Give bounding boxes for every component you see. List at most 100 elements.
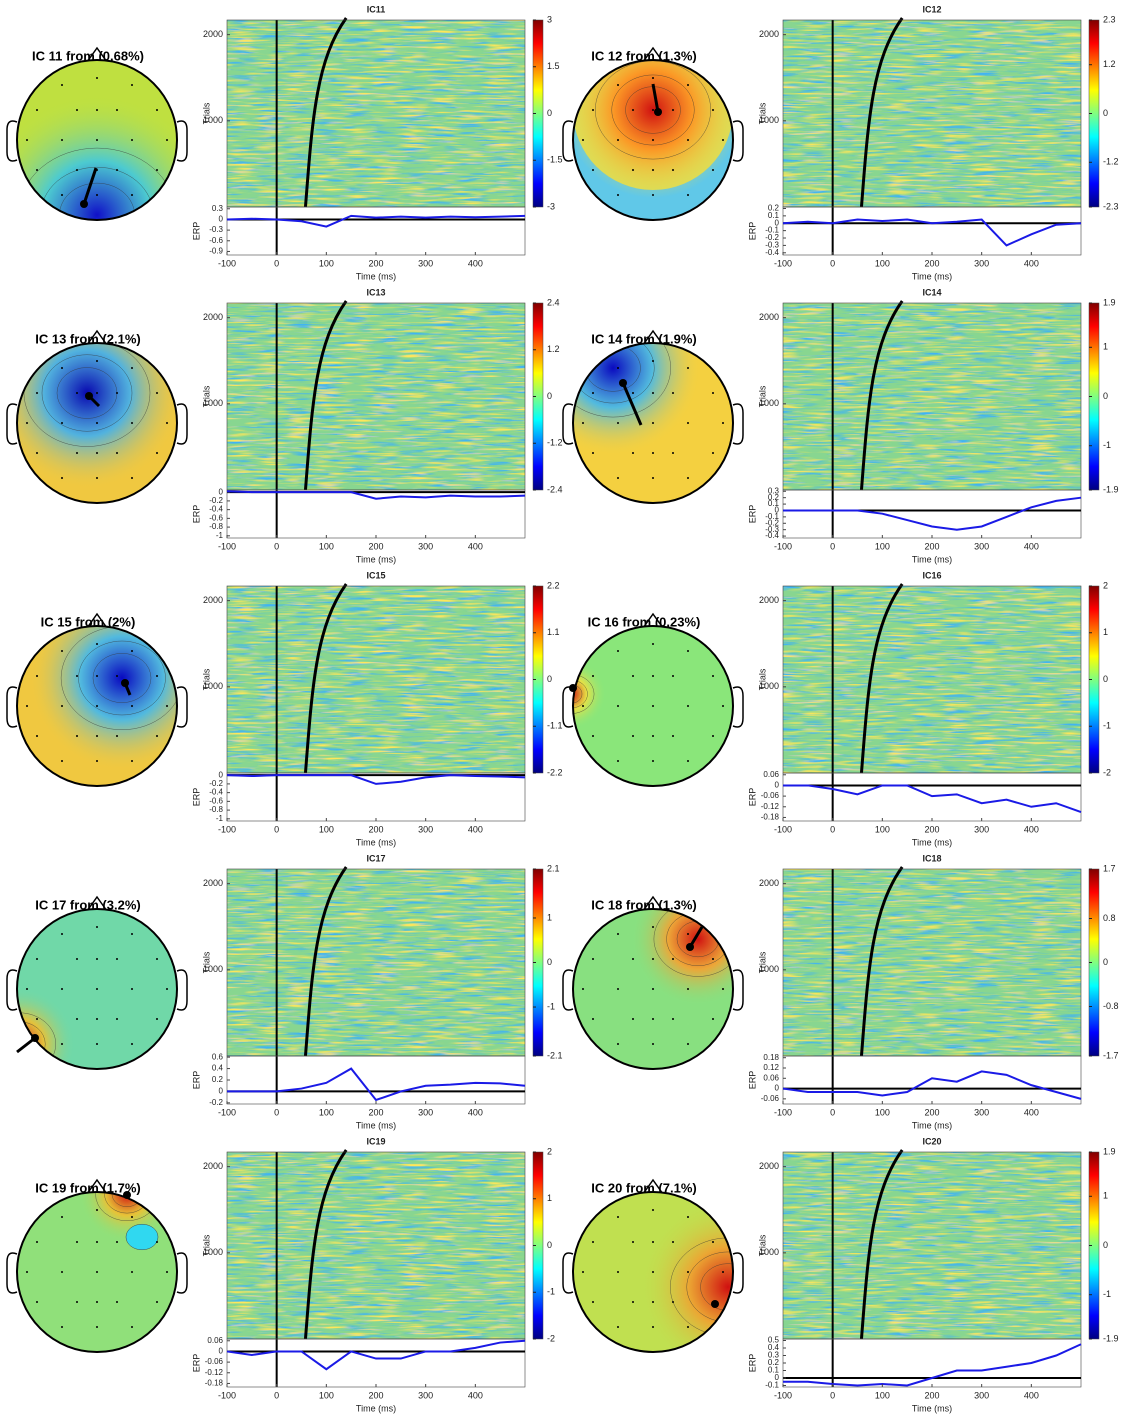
topo-blob: [640, 1199, 733, 1352]
colorbar-tick-label: 0: [547, 1240, 552, 1250]
erp-y-tick-label: 0.2: [768, 204, 780, 213]
image-noise: [783, 303, 1081, 490]
erp-line: [226, 774, 526, 785]
x-tick-label: 0: [830, 258, 835, 268]
electrode: [712, 958, 714, 960]
electrode: [632, 675, 634, 677]
x-tick-label: 100: [875, 258, 890, 268]
erp-y-tick-label: 0: [775, 1084, 780, 1093]
erp-label: ERP: [747, 788, 757, 807]
electrode: [96, 760, 98, 762]
dipole: [651, 83, 660, 113]
colorbar-tick-label: 0: [547, 108, 552, 118]
colorbar-tick-label: 1: [547, 1193, 552, 1203]
electrode: [652, 360, 654, 362]
contour: [92, 653, 152, 703]
sort-line: [859, 17, 904, 208]
erp-y-tick-label: -0.18: [761, 813, 780, 822]
colorbar-tick-label: 0: [547, 391, 552, 401]
image-noise: [783, 869, 1081, 1056]
colorbar-tick-label: -0.8: [1103, 1001, 1119, 1011]
electrode: [652, 958, 654, 960]
contour: [573, 679, 588, 709]
nose: [642, 612, 664, 629]
electrode: [617, 84, 619, 86]
topo-title: IC 14 from (1.9%): [591, 331, 696, 346]
electrode: [712, 735, 714, 737]
ear: [6, 686, 18, 728]
erp-y-tick-label: -0.3: [765, 525, 779, 534]
x-tick-label: -100: [218, 824, 236, 834]
dipole-dot: [654, 108, 662, 116]
erp-y-tick-label: -0.1: [765, 1381, 779, 1390]
erp-y-tick-label: -0.12: [761, 802, 780, 811]
electrode: [687, 650, 689, 652]
image-noise: [227, 869, 525, 1056]
electrode: [592, 109, 594, 111]
x-label: Time (ms): [912, 1120, 952, 1130]
x-tick-label: 0: [274, 258, 279, 268]
electrode: [632, 452, 634, 454]
x-tick-label: 300: [974, 258, 989, 268]
topo-title: IC 18 from (1.3%): [591, 897, 696, 912]
electrode: [652, 705, 654, 707]
electrode: [617, 1271, 619, 1273]
sort-line: [303, 17, 348, 208]
x-tick-label: 300: [418, 1390, 433, 1400]
electrode: [687, 1326, 689, 1328]
erp-line: [227, 1067, 526, 1102]
erp-y-tick-label: 0: [775, 218, 780, 227]
topo-blob: [29, 626, 177, 771]
electrode: [61, 367, 63, 369]
colorbar-tick-label: 1: [1103, 627, 1108, 637]
electrode: [722, 1271, 724, 1273]
image-noise: [227, 303, 525, 490]
electrode: [131, 422, 133, 424]
erp-y-tick-label: 0: [219, 215, 224, 224]
electrode: [652, 1326, 654, 1328]
electrode: [96, 1326, 98, 1328]
dipole-dot: [123, 1191, 131, 1199]
electrode: [617, 422, 619, 424]
erp-label: ERP: [191, 1071, 201, 1090]
ear: [6, 403, 18, 445]
electrode: [76, 958, 78, 960]
erp-frame: [226, 206, 526, 256]
electrode: [632, 1301, 634, 1303]
colorbar-tick-label: 2.1: [547, 863, 560, 873]
electrode: [687, 1271, 689, 1273]
erp-y-tick-label: 0.3: [768, 1351, 780, 1360]
colorbar-tick-label: -2: [547, 1333, 555, 1343]
electrode: [617, 1216, 619, 1218]
electrode: [96, 422, 98, 424]
electrode: [617, 933, 619, 935]
y-tick-label: 1000: [759, 964, 779, 974]
electrode: [617, 194, 619, 196]
x-tick-label: -100: [774, 1390, 792, 1400]
colorbar-tick-label: -2.3: [1103, 201, 1119, 211]
colorbar-tick-label: 3: [547, 14, 552, 24]
ear: [732, 686, 744, 728]
erp-y-tick-label: 0.2: [212, 1075, 224, 1084]
electrode: [687, 933, 689, 935]
colorbar-tick-label: 0: [1103, 391, 1108, 401]
erp-y-tick-label: -0.06: [761, 1094, 780, 1103]
electrode: [131, 84, 133, 86]
erp-y-tick-label: 0: [219, 487, 224, 496]
image-noise: [783, 586, 1081, 773]
electrode: [652, 926, 654, 928]
electrode: [76, 169, 78, 171]
electrode: [712, 675, 714, 677]
contour: [653, 909, 733, 977]
ear: [562, 969, 574, 1011]
electrode: [131, 139, 133, 141]
image-title: IC18: [922, 853, 941, 863]
x-tick-label: -100: [774, 258, 792, 268]
electrode: [722, 422, 724, 424]
electrode: [712, 169, 714, 171]
sort-line: [303, 583, 348, 774]
electrode: [61, 1271, 63, 1273]
dipole-dot: [121, 679, 129, 687]
electrode: [131, 1043, 133, 1045]
x-label: Time (ms): [356, 1120, 396, 1130]
